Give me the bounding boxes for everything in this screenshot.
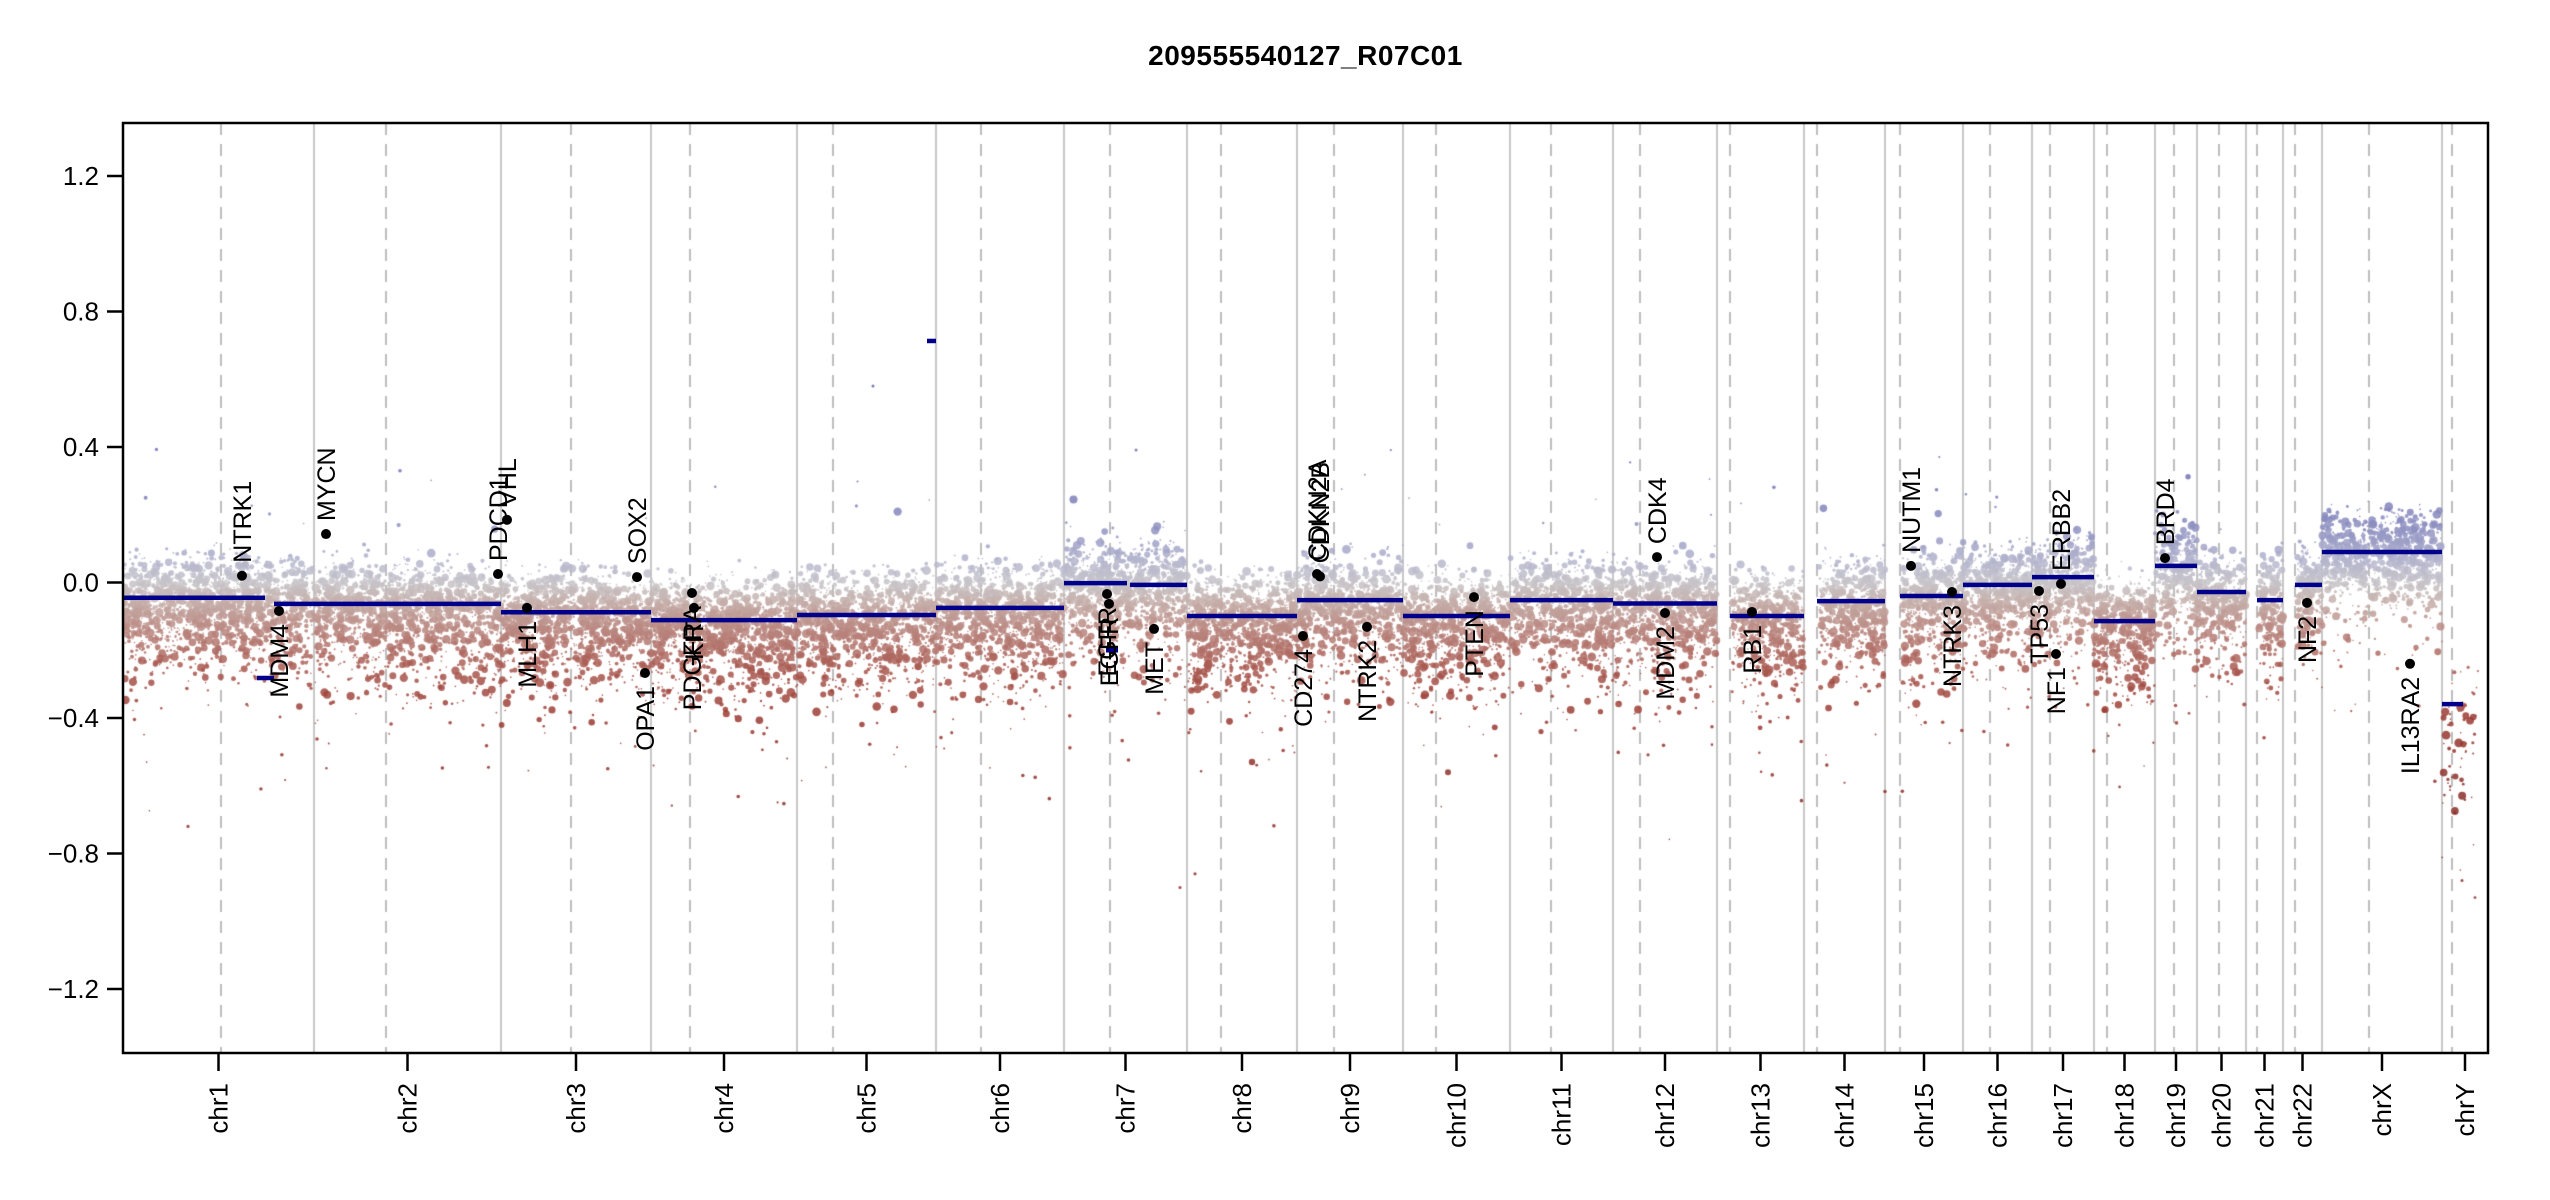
y-tick-label: −0.4 bbox=[48, 703, 99, 733]
gene-dot-CD274 bbox=[1298, 631, 1308, 642]
plot-border bbox=[121, 121, 2490, 1055]
x-tick-label-chr3: chr3 bbox=[561, 1083, 591, 1134]
gene-label-MLH1: MLH1 bbox=[514, 621, 542, 688]
x-tick-label-chr2: chr2 bbox=[393, 1083, 423, 1134]
gene-dot-SOX2 bbox=[632, 572, 642, 583]
x-tick-label-chr21: chr21 bbox=[2250, 1083, 2280, 1148]
gene-label-CDKN2B: CDKN2B bbox=[1307, 462, 1335, 563]
y-tick-label: 0.8 bbox=[63, 297, 99, 327]
gene-label-NTRK2: NTRK2 bbox=[1354, 640, 1382, 722]
y-tick-label: 1.2 bbox=[63, 161, 99, 191]
x-tick-label-chr8: chr8 bbox=[1227, 1083, 1257, 1134]
segmentation-lines bbox=[123, 338, 2463, 707]
gene-dot-KIT bbox=[689, 602, 699, 613]
gene-dot-ERBB2 bbox=[2056, 578, 2066, 589]
gene-dot-MLH1 bbox=[522, 602, 532, 613]
gene-label-VHL: VHL bbox=[494, 458, 522, 507]
x-axis: chr1 chr2 chr3 chr4 chr5 chr6 chr7 chr8 chr9 chr1… bbox=[204, 1053, 2480, 1148]
y-axis: 1.2 0.8 0.4 0.0 −0.4 −0.8 −1.2 bbox=[48, 161, 123, 1004]
gene-dot-NUTM1 bbox=[1906, 560, 1916, 571]
gene-dot-NTRK2 bbox=[1362, 621, 1372, 632]
gene-label-PTEN: PTEN bbox=[1461, 610, 1489, 677]
gene-dot-CDK4 bbox=[1652, 552, 1662, 563]
y-tick-label: 0.4 bbox=[63, 432, 99, 462]
x-tick-label-chr9: chr9 bbox=[1335, 1083, 1365, 1134]
x-tick-label-chr20: chr20 bbox=[2207, 1083, 2237, 1148]
x-tick-label-chr11: chr11 bbox=[1547, 1083, 1577, 1146]
gene-dot-PDCD1 bbox=[493, 569, 503, 580]
x-tick-label-chrY: chrY bbox=[2450, 1083, 2480, 1136]
gene-label-MDM2: MDM2 bbox=[1652, 626, 1680, 700]
x-tick-label-chr5: chr5 bbox=[852, 1083, 882, 1134]
gene-dot-RB1 bbox=[1747, 606, 1757, 617]
gene-label-CD274: CD274 bbox=[1290, 649, 1318, 727]
x-tick-label-chr12: chr12 bbox=[1650, 1083, 1680, 1148]
gene-label-CDK4: CDK4 bbox=[1644, 477, 1672, 544]
gene-label-NF1: NF1 bbox=[2043, 667, 2071, 714]
x-tick-label-chr22: chr22 bbox=[2288, 1083, 2318, 1148]
gene-label-TP53: TP53 bbox=[2026, 604, 2054, 664]
gene-dot-CDKN2B bbox=[1315, 571, 1325, 582]
gene-dot-NF1 bbox=[2051, 648, 2061, 659]
x-tick-label-chr14: chr14 bbox=[1830, 1083, 1860, 1148]
gene-dot-MDM2 bbox=[1660, 607, 1670, 618]
gene-label-IL13RA2: IL13RA2 bbox=[2397, 677, 2425, 774]
gene-dot-PDGFRA bbox=[687, 588, 697, 599]
x-tick-label-chr16: chr16 bbox=[1983, 1083, 2013, 1148]
gene-dot-NTRK1 bbox=[237, 570, 247, 581]
x-tick-label-chrX: chrX bbox=[2367, 1083, 2397, 1136]
gene-dot-NF2 bbox=[2302, 597, 2312, 608]
gene-dot-PTEN bbox=[1469, 592, 1479, 603]
gene-label-CDKN2A: CDKN2A bbox=[1304, 459, 1332, 561]
gene-dot-OPA1 bbox=[640, 667, 650, 678]
gene-label-MDM4: MDM4 bbox=[266, 624, 294, 698]
gene-label-KIT: KIT bbox=[681, 621, 709, 660]
gene-label-RB1: RB1 bbox=[1739, 625, 1767, 674]
gene-label-PDGFRA: PDGFRA bbox=[679, 606, 707, 711]
gene-dot-VHL bbox=[502, 514, 512, 525]
gene-label-MYCN: MYCN bbox=[313, 447, 341, 521]
gene-label-EGFR: EGFR bbox=[1096, 617, 1124, 686]
gene-label-ERBB2: ERBB2 bbox=[2048, 489, 2076, 571]
gene-label-EGFR: EGFR bbox=[1094, 607, 1122, 676]
y-tick-label: −0.8 bbox=[48, 839, 99, 869]
x-tick-label-chr18: chr18 bbox=[2110, 1083, 2140, 1148]
x-tick-label-chr6: chr6 bbox=[985, 1083, 1015, 1134]
gene-dot-MDM4 bbox=[274, 605, 284, 616]
gene-label-OPA1: OPA1 bbox=[632, 686, 660, 751]
gene-dot-EGFR bbox=[1104, 598, 1114, 609]
gene-dot-EGFR bbox=[1102, 589, 1112, 600]
gene-dot-TP53 bbox=[2034, 585, 2044, 596]
y-tick-label: −1.2 bbox=[48, 974, 99, 1004]
gene-dot-BRD4 bbox=[2160, 553, 2170, 564]
x-tick-label-chr1: chr1 bbox=[204, 1083, 234, 1134]
gene-dot-IL13RA2 bbox=[2405, 658, 2415, 669]
x-tick-label-chr10: chr10 bbox=[1442, 1083, 1472, 1148]
x-tick-label-chr15: chr15 bbox=[1909, 1083, 1939, 1148]
gene-label-NUTM1: NUTM1 bbox=[1898, 467, 1926, 553]
x-tick-label-chr7: chr7 bbox=[1111, 1083, 1141, 1134]
gene-label-NTRK1: NTRK1 bbox=[229, 481, 257, 563]
y-tick-label: 0.0 bbox=[63, 568, 99, 598]
gene-label-NTRK3: NTRK3 bbox=[1939, 605, 1967, 687]
gene-dot-MYCN bbox=[321, 529, 331, 540]
gene-dot-MET bbox=[1149, 623, 1159, 634]
gene-dot-NTRK3 bbox=[1947, 586, 1957, 597]
gene-label-NF2: NF2 bbox=[2294, 616, 2322, 663]
x-tick-label-chr19: chr19 bbox=[2161, 1083, 2191, 1148]
x-tick-label-chr13: chr13 bbox=[1746, 1083, 1776, 1148]
x-tick-label-chr17: chr17 bbox=[2048, 1083, 2078, 1148]
gene-label-MET: MET bbox=[1141, 642, 1169, 695]
gene-label-BRD4: BRD4 bbox=[2152, 478, 2180, 545]
x-tick-label-chr4: chr4 bbox=[709, 1083, 739, 1134]
gene-label-SOX2: SOX2 bbox=[624, 497, 652, 564]
